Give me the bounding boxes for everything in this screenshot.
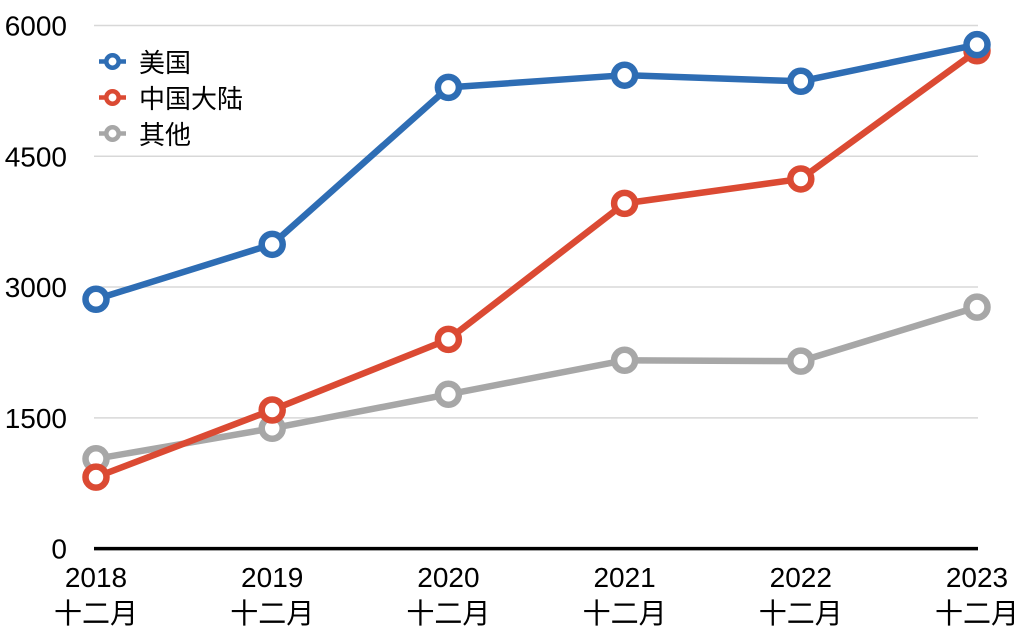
legend-item-usa: 美国 <box>99 43 243 79</box>
x-axis-tick-label-year: 2023 <box>946 562 1008 593</box>
data-point-marker <box>82 285 110 314</box>
y-axis-tick-label: 4500 <box>5 141 67 172</box>
series-line-1 <box>92 47 981 481</box>
line-marker-icon <box>99 124 126 142</box>
y-axis-tick-label: 3000 <box>5 272 67 303</box>
data-point-marker <box>610 189 639 218</box>
legend-label: 中国大陆 <box>139 83 244 114</box>
data-point-marker <box>258 230 286 259</box>
legend-label: 其他 <box>139 119 192 150</box>
data-point-marker <box>787 347 815 375</box>
line-marker-icon <box>99 88 126 106</box>
data-point-marker <box>434 325 463 354</box>
legend-item-other: 其他 <box>99 115 243 151</box>
data-point-marker <box>610 61 639 89</box>
data-point-marker <box>787 67 815 96</box>
x-axis-tick-label-month: 十二月 <box>230 598 314 629</box>
y-axis-tick-label: 6000 <box>5 11 67 42</box>
x-axis-tick-label-year: 2020 <box>417 562 479 593</box>
data-point-marker <box>610 346 639 375</box>
data-point-marker <box>963 293 991 321</box>
y-axis-tick-label: 1500 <box>5 403 67 434</box>
data-point-marker <box>434 73 463 102</box>
data-point-marker <box>963 30 991 59</box>
series-line-2 <box>92 303 981 463</box>
data-point-marker <box>787 165 815 193</box>
x-axis-tick-label-year: 2019 <box>241 562 303 593</box>
x-axis-tick-label-year: 2021 <box>593 562 655 593</box>
x-axis-tick-label-month: 十二月 <box>406 598 490 629</box>
series-line-0 <box>92 41 981 303</box>
legend-item-china-mainland: 中国大陆 <box>99 79 243 115</box>
data-point-marker <box>258 396 286 424</box>
data-point-marker <box>434 380 463 409</box>
x-axis-tick-label-month: 十二月 <box>583 598 667 629</box>
legend-label: 美国 <box>139 47 192 78</box>
line-marker-icon <box>99 52 126 70</box>
x-axis-tick-label-month: 十二月 <box>935 598 1019 629</box>
x-axis-tick-label-year: 2018 <box>65 562 127 593</box>
data-point-marker <box>82 463 110 491</box>
y-axis-tick-label: 0 <box>51 534 67 565</box>
chart-legend: 美国 中国大陆 其他 <box>99 43 243 151</box>
x-axis-tick-label-month: 十二月 <box>54 598 138 629</box>
x-axis-tick-label-month: 十二月 <box>759 598 843 629</box>
x-axis-tick-label-year: 2022 <box>770 562 832 593</box>
